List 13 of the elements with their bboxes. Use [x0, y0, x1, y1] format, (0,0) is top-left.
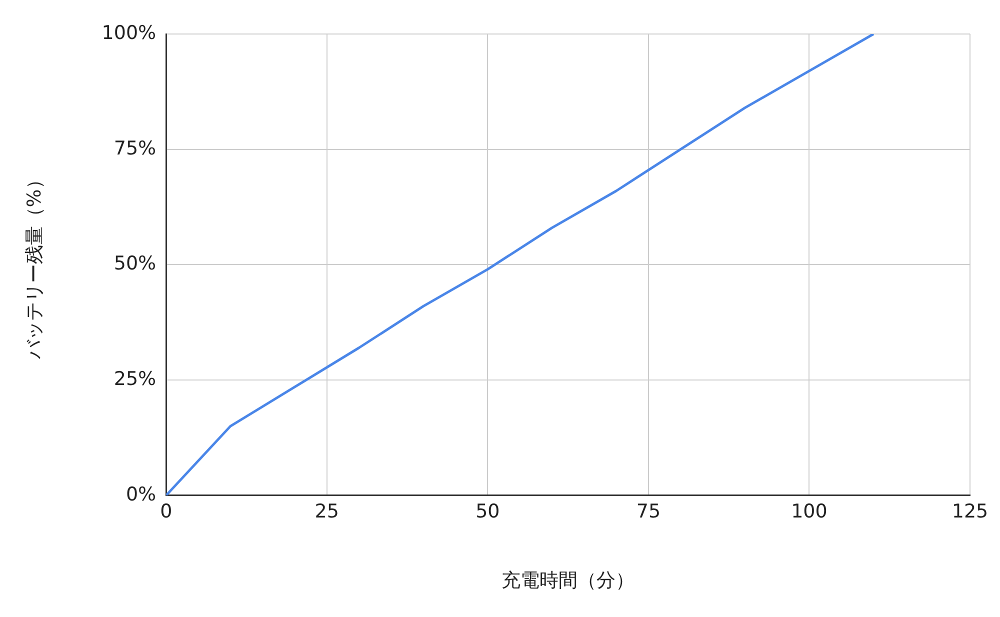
- x-tick-label: 75: [636, 500, 661, 523]
- y-axis-title: バッテリー残量（%）: [23, 170, 46, 360]
- y-tick-label: 75%: [114, 137, 156, 160]
- y-tick-label: 50%: [114, 252, 156, 275]
- y-tick-label: 0%: [126, 483, 156, 506]
- y-tick-label: 100%: [102, 22, 156, 44]
- x-tick-label: 125: [952, 500, 988, 523]
- x-axis-title: 充電時間（分）: [502, 570, 635, 592]
- x-tick-label: 50: [476, 500, 500, 523]
- x-tick-label: 25: [314, 500, 339, 523]
- x-tick-label: 100: [791, 500, 828, 523]
- y-tick-label: 25%: [114, 368, 156, 390]
- x-tick-label: 0: [160, 500, 172, 523]
